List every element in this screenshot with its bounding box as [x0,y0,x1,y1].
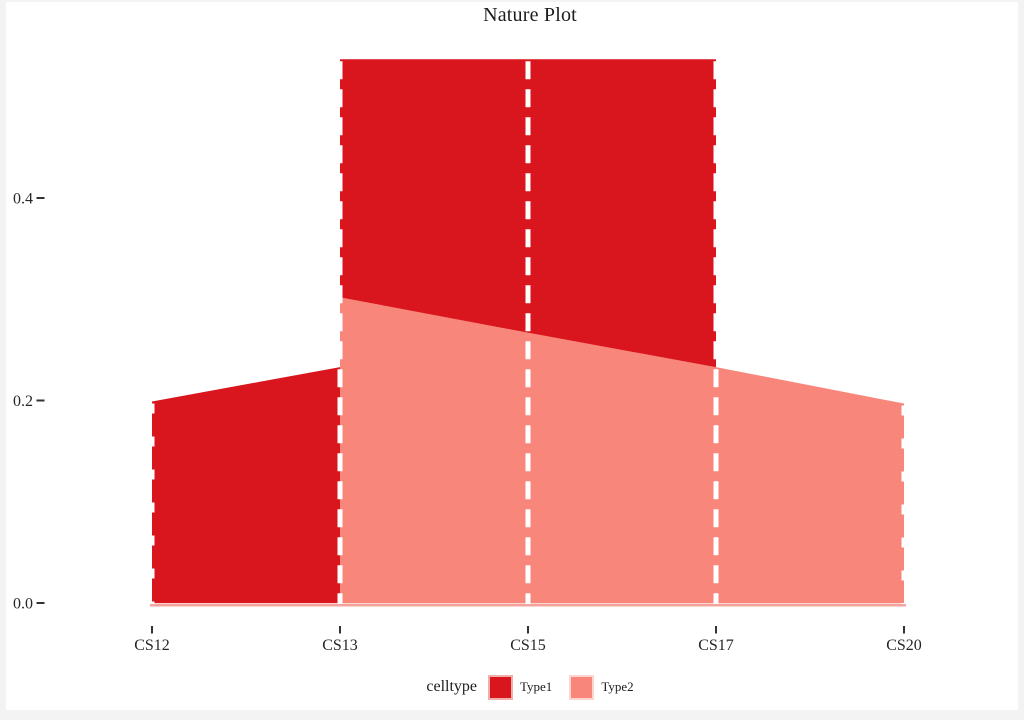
y-tick-label-1: 0.2 [13,393,33,410]
legend-swatch-type2 [569,674,595,700]
x-tick-label-4: CS20 [886,637,922,654]
legend-swatch-type1 [488,674,513,700]
legend-label-type1: Type1 [520,679,553,694]
y-tick-label-2: 0.4 [13,191,33,208]
legend-label-type2: Type2 [601,679,634,694]
x-tick-label-1: CS13 [322,637,358,654]
legend: celltype Type1 Type2 [44,672,1016,702]
area-type1-seg0 [152,367,340,603]
x-tick-label-3: CS17 [698,637,734,654]
area-type2-seg0 [340,297,904,603]
x-tick-label-0: CS12 [134,637,170,654]
y-tick-label-0: 0.0 [13,596,33,613]
legend-title: celltype [426,678,477,695]
x-tick-label-2: CS15 [510,637,546,654]
chart-title: Nature Plot [483,4,577,26]
baseline-strip [150,603,906,607]
